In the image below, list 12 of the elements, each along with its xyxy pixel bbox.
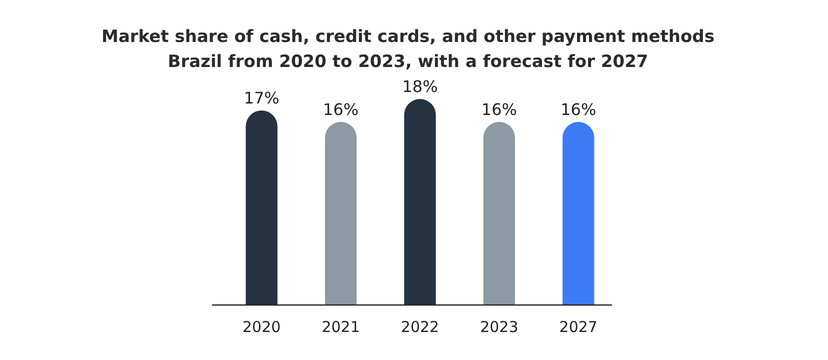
x-tick-label: 2020 bbox=[242, 318, 281, 336]
data-label: 16% bbox=[323, 100, 359, 119]
x-tick-label: 2022 bbox=[400, 318, 440, 336]
data-label: 18% bbox=[402, 77, 438, 96]
data-label: 17% bbox=[244, 88, 280, 108]
data-label: 16% bbox=[481, 100, 517, 119]
x-tick-label: 2021 bbox=[322, 318, 360, 336]
x-tick-label: 2027 bbox=[559, 318, 598, 336]
data-label: 16% bbox=[560, 100, 596, 119]
chart-title: Market share of cash, credit cards, and other payment methods bbox=[102, 27, 714, 47]
chart-subtitle: Brazil from 2020 to 2023, with a forecast for 2027 bbox=[168, 52, 648, 72]
x-tick-label: 2023 bbox=[480, 318, 518, 336]
